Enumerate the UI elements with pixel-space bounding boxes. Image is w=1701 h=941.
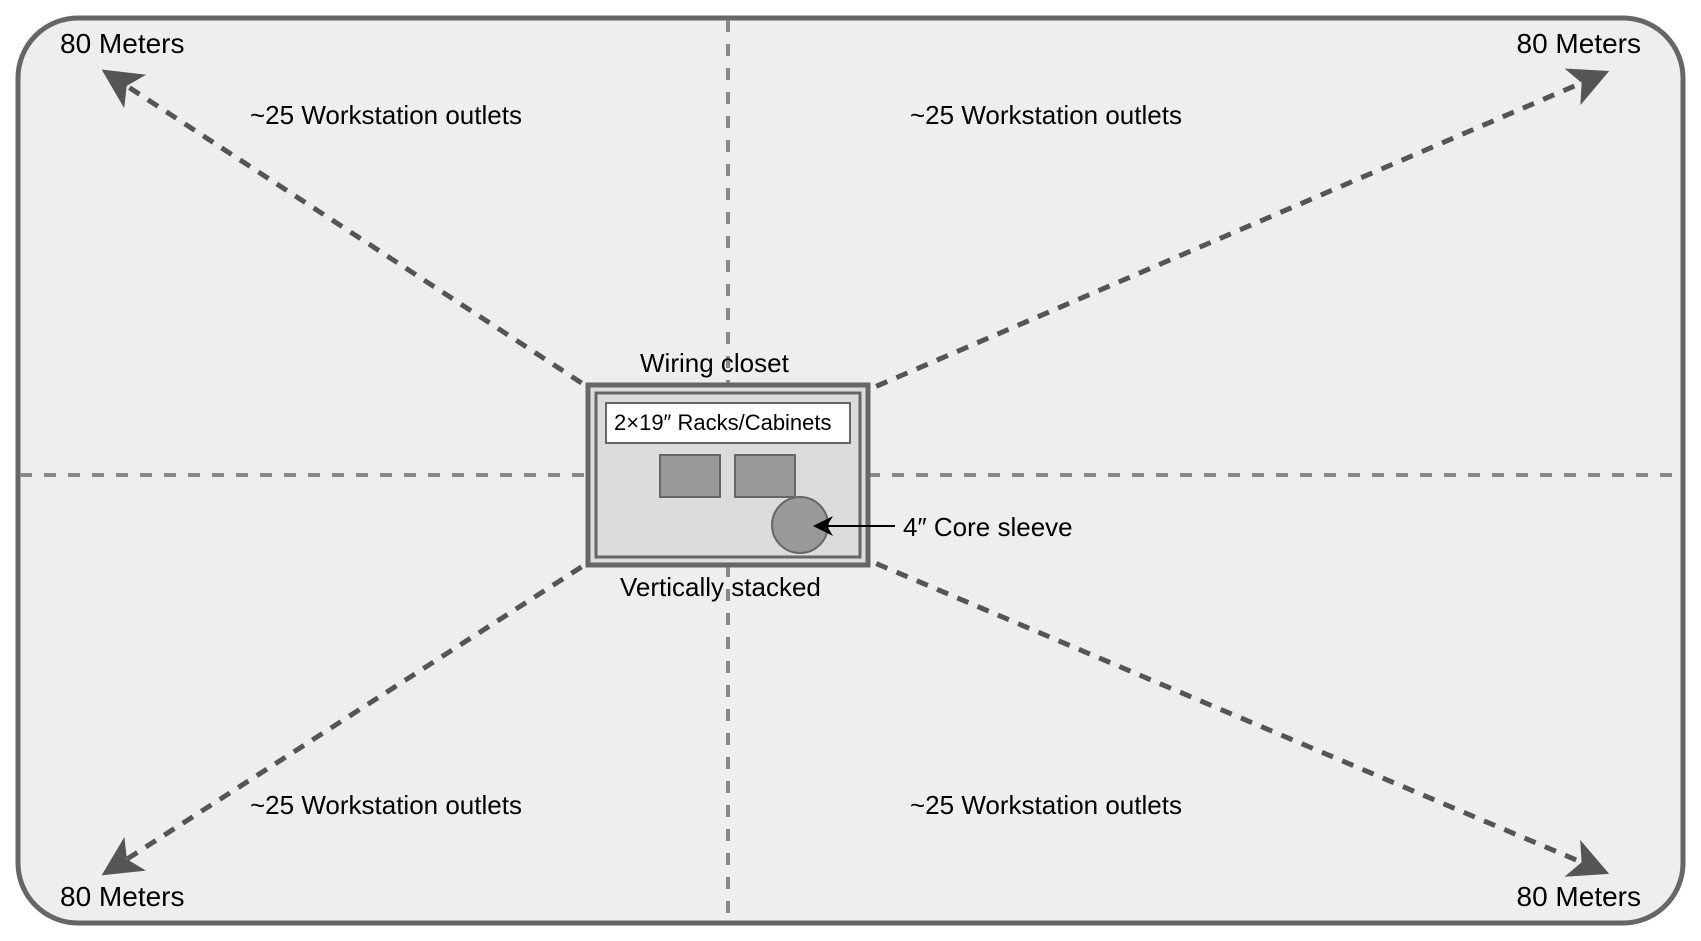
workstation-label-tl: ~25 Workstation outlets <box>250 100 522 131</box>
wiring-closet-label: Wiring closet <box>640 348 789 379</box>
wiring-diagram: 80 Meters 80 Meters 80 Meters 80 Meters … <box>0 0 1701 941</box>
corner-label-tl: 80 Meters <box>60 28 185 60</box>
vertically-stacked-label: Vertically stacked <box>620 572 821 603</box>
racks-cabinets-label: 2×19″ Racks/Cabinets <box>614 410 832 436</box>
workstation-label-tr: ~25 Workstation outlets <box>910 100 1182 131</box>
core-sleeve-label: 4″ Core sleeve <box>903 512 1073 543</box>
corner-label-bl: 80 Meters <box>60 881 185 913</box>
workstation-label-bl: ~25 Workstation outlets <box>250 790 522 821</box>
corner-label-tr: 80 Meters <box>1517 28 1642 60</box>
corner-label-br: 80 Meters <box>1517 881 1642 913</box>
workstation-label-br: ~25 Workstation outlets <box>910 790 1182 821</box>
